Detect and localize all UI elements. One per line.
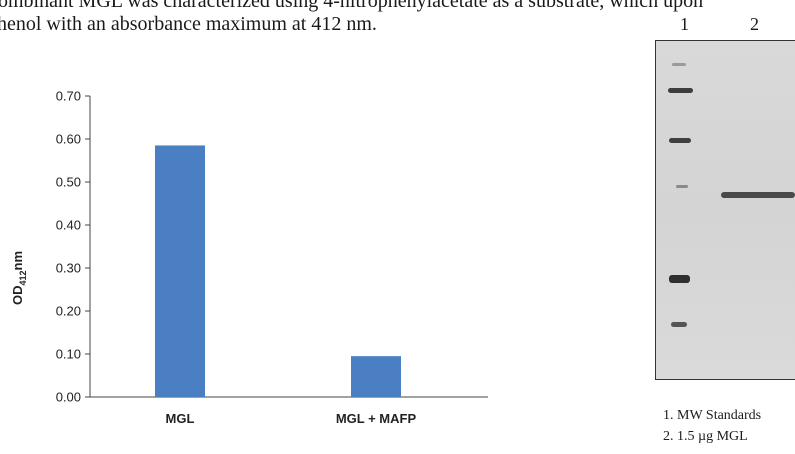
ladder-band — [671, 322, 687, 327]
y-tick-label: 0.10 — [56, 347, 81, 362]
y-tick-label: 0.40 — [56, 218, 81, 233]
legend-item-1: 1. MW Standards — [663, 408, 762, 423]
y-ticks: 0.00 0.10 0.20 0.30 0.40 0.50 0.60 0.70 — [56, 89, 90, 405]
western-blot: 1 2 — [655, 14, 795, 380]
ladder-band — [669, 275, 690, 283]
bar-chart: 0.00 0.10 0.20 0.30 0.40 0.50 0.60 0.70 MGL MGL … — [10, 89, 488, 426]
protein-band — [721, 192, 795, 198]
lane-label-1: 1 — [680, 14, 689, 34]
y-tick-label: 0.20 — [56, 304, 81, 319]
ladder-band — [668, 88, 693, 93]
bar-0 — [155, 145, 205, 397]
x-tick-labels: MGL MGL + MAFP — [166, 411, 417, 426]
ladder-band — [676, 185, 688, 188]
body-text: ombinant MGL was characterized using 4-n… — [0, 0, 795, 36]
y-tick-label: 0.30 — [56, 261, 81, 276]
body-text-line-2: henol with an absorbance maximum at 412 … — [0, 13, 377, 35]
y-tick-label: 0.70 — [56, 89, 81, 104]
legend-item-2: 2. 1.5 µg MGL — [663, 429, 748, 444]
bar-1 — [351, 356, 401, 397]
gel-image — [655, 40, 795, 380]
y-tick-label: 0.50 — [56, 175, 81, 190]
x-tick-label: MGL — [166, 411, 195, 426]
lane-label-2: 2 — [750, 14, 759, 34]
gel-legend: 1. MW Standards 2. 1.5 µg MGL — [663, 405, 761, 447]
bars — [155, 145, 401, 397]
y-tick-label: 0.60 — [56, 132, 81, 147]
y-tick-label: 0.00 — [56, 390, 81, 405]
x-tick-label: MGL + MAFP — [336, 411, 417, 426]
y-axis-label: OD412nm — [10, 251, 28, 305]
ladder-band — [669, 138, 691, 143]
body-text-line-1: ombinant MGL was characterized using 4-n… — [0, 0, 704, 12]
ladder-band — [672, 63, 686, 66]
